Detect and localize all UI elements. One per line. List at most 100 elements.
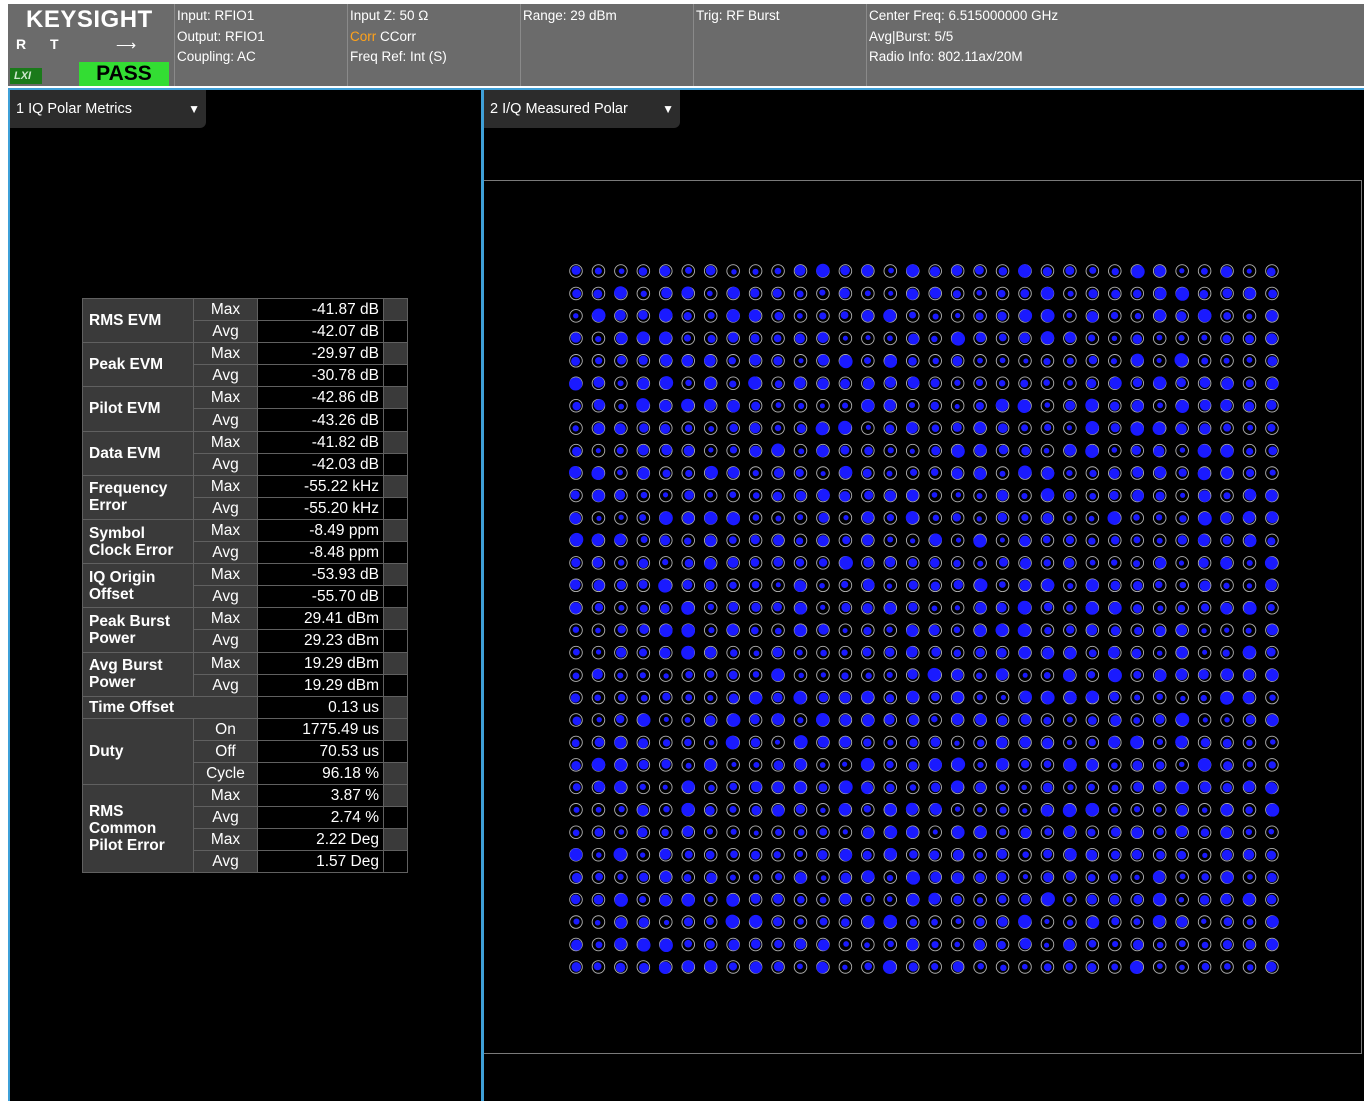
constellation-point [1108,668,1122,683]
constellation-point [1087,963,1097,973]
constellation-point [1020,760,1030,769]
range-settings[interactable]: Range: 29 dBm [520,4,693,86]
constellation-point [908,761,918,771]
constellation-point [570,490,580,500]
dropdown-arrow-icon[interactable]: ▼ [188,102,200,116]
constellation-point [996,602,1007,613]
constellation-point [593,377,605,388]
constellation-point [595,806,602,813]
constellation-point [999,557,1008,567]
constellation-point [618,268,625,275]
metric-label: IQ Origin Offset [82,563,194,609]
constellation-point [794,781,807,794]
constellation-point [999,806,1007,814]
constellation-point [1201,334,1208,341]
constellation-point [638,444,649,456]
constellation-point [1111,784,1119,792]
constellation-point [748,309,762,322]
constellation-point [974,624,987,637]
constellation-point [976,897,984,904]
constellation-point [1131,827,1143,839]
constellation-point [932,829,938,835]
constellation-point [1086,849,1098,861]
constellation-point [951,444,965,458]
constellation-point [1021,784,1027,791]
constellation-point [930,737,941,748]
window-2-menu[interactable]: 2 I/Q Measured Polar ▼ [484,90,680,128]
constellation-point [884,803,897,816]
iq-measured-polar-window[interactable]: 2 I/Q Measured Polar ▼ [483,88,1364,1101]
constellation-point [708,784,715,792]
constellation-point [1266,850,1277,860]
constellation-point [952,849,964,861]
window-1-menu[interactable]: 1 IQ Polar Metrics ▼ [10,90,206,128]
dropdown-arrow-icon[interactable]: ▼ [662,102,674,116]
constellation-point [996,668,1009,681]
constellation-point [662,784,668,790]
constellation-point [704,354,716,367]
constellation-point [1175,712,1190,727]
constellation-point [975,713,987,726]
constellation-point [819,896,827,904]
input-settings[interactable]: Input: RFIO1 Output: RFIO1 Coupling: AC [174,4,347,86]
constellation-point [797,918,804,925]
constellation-point [1110,850,1120,860]
constellation-point [729,446,738,454]
constellation-point [906,422,918,434]
constellation-point [1245,714,1256,725]
constellation-point [930,378,940,388]
constellation-point [617,380,624,387]
constellation-point [997,289,1006,298]
constellation-point [1223,492,1231,500]
constellation-point [1198,308,1212,323]
constellation-point [660,423,671,434]
iq-polar-metrics-window[interactable]: 1 IQ Polar Metrics ▼ RMS EVM Max -41.87 dB… [8,88,483,1101]
constellation-point [1086,311,1099,323]
constellation-point [1086,759,1099,771]
constellation-point [1112,940,1119,948]
constellation-point [865,335,871,341]
constellation-point [617,693,626,702]
constellation-point [1018,914,1032,929]
constellation-point [952,826,965,839]
constellation-point [685,469,693,478]
constellation-point [820,875,827,881]
impedance-settings[interactable]: Input Z: 50 Ω Corr CCorr Freq Ref: Int (… [347,4,520,86]
constellation-point [1110,715,1121,726]
constellation-point [955,918,962,925]
constellation-point [884,490,896,502]
constellation-point [839,893,851,905]
constellation-point [908,962,918,972]
constellation-point [952,290,961,299]
constellation-point [1178,468,1187,477]
constellation-point [794,735,808,749]
metric-sublabel: Avg [193,452,258,476]
constellation-point [882,960,897,974]
constellation-point [593,423,605,435]
constellation-point [975,782,986,793]
constellation-point [1066,469,1073,477]
constellation-point [1066,625,1075,634]
constellation-point [708,447,714,453]
constellation-point [997,715,1008,726]
constellation-point [1246,918,1254,926]
metric-spacer [383,850,408,874]
trigger-settings[interactable]: Trig: RF Burst [693,4,866,86]
constellation-point [615,332,628,344]
constellation-point [1086,690,1099,704]
constellation-point [705,465,718,479]
frequency-settings[interactable]: Center Freq: 6.515000000 GHz Avg|Burst: … [866,4,1364,86]
constellation-point [1129,960,1144,974]
constellation-point [573,918,580,925]
constellation-point [749,914,763,928]
constellation-point [1222,649,1230,657]
constellation-point [1085,802,1099,817]
constellation-point [1088,716,1097,725]
constellation-point [707,896,714,903]
constellation-point [797,313,803,319]
constellation-plot-area[interactable] [484,180,1362,1054]
constellation-point [706,828,714,835]
constellation-point [932,514,940,521]
metric-sublabel: Max [193,474,258,498]
constellation-point [749,445,762,458]
